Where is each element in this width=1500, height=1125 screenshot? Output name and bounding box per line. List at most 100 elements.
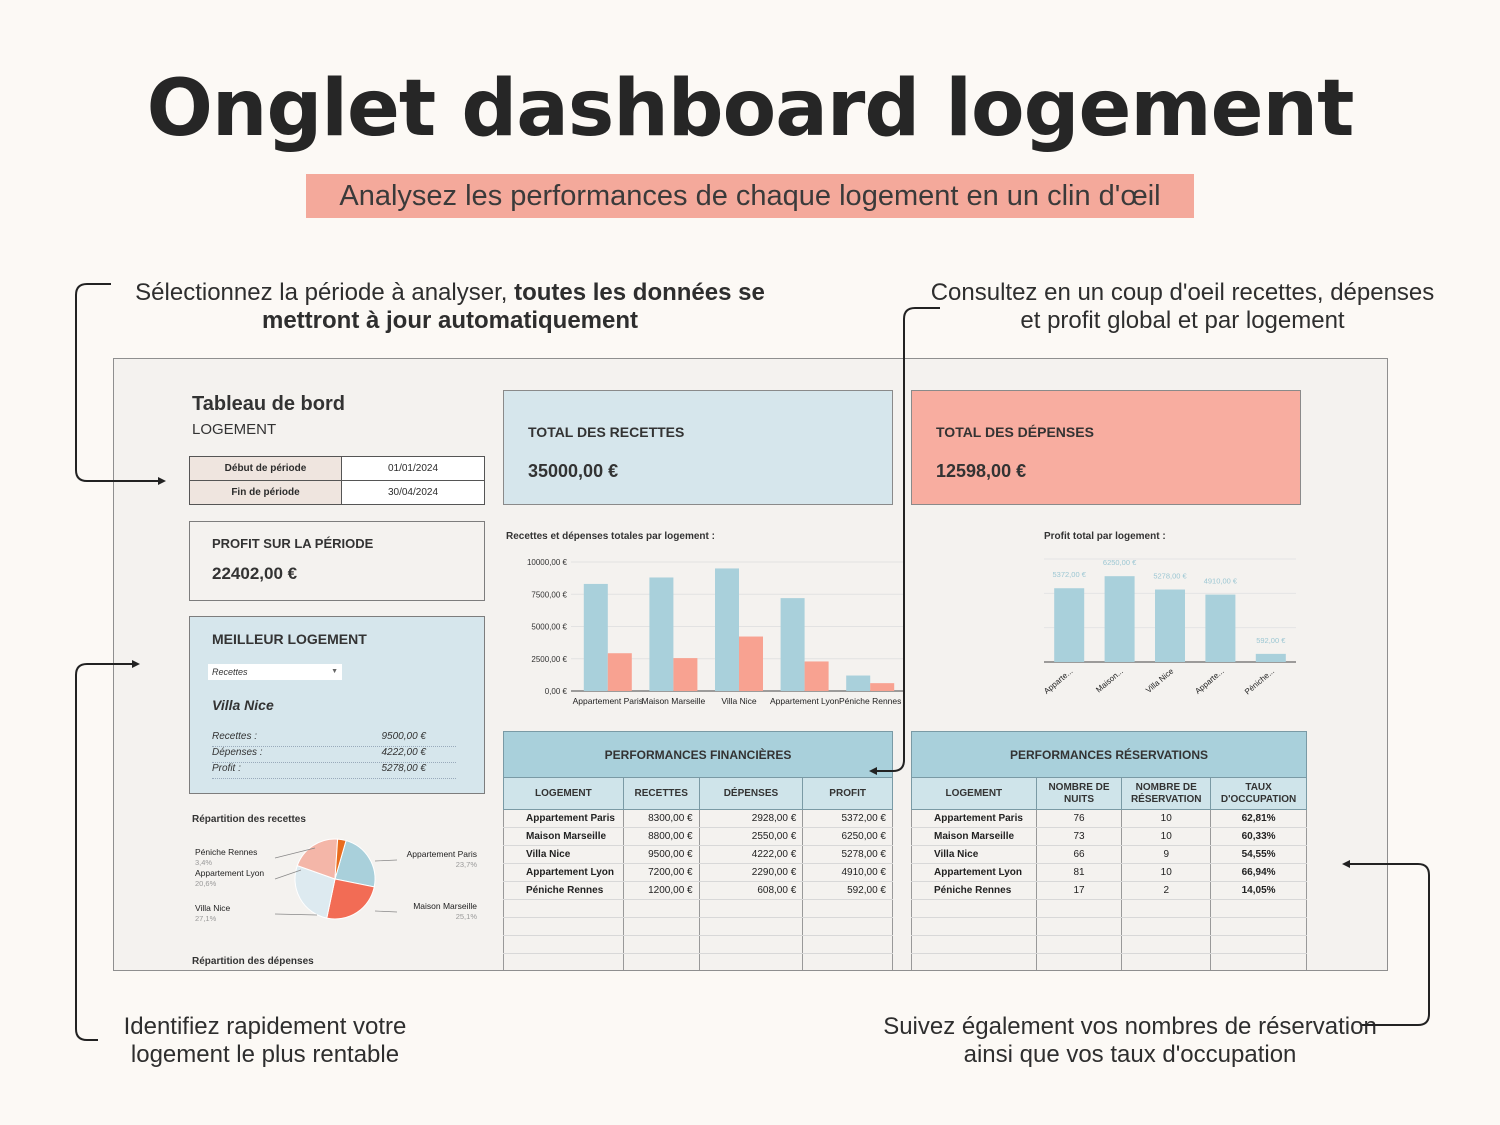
pie-percent-label: 25,1%	[456, 912, 478, 921]
table-cell: Villa Nice	[911, 845, 1037, 864]
table-cell: Appartement Lyon	[911, 863, 1037, 882]
table-cell: 2290,00 €	[698, 863, 804, 882]
bar-recettes	[649, 577, 674, 691]
column-header: NOMBRE DE RÉSERVATION	[1121, 777, 1212, 810]
bar-recettes	[583, 583, 608, 691]
table-cell	[698, 953, 804, 970]
table-cell	[1210, 953, 1307, 970]
pie-label: Appartement Lyon	[195, 868, 264, 878]
total-depenses-card: TOTAL DES DÉPENSES 12598,00 €	[911, 390, 1301, 505]
y-tick-label: 10000,00 €	[527, 558, 568, 567]
table-cell	[802, 935, 893, 954]
table-cell	[1121, 935, 1212, 954]
table-cell: 7200,00 €	[622, 863, 700, 882]
best-row-profit: Profit : 5278,00 €	[212, 763, 456, 779]
table-cell: 2928,00 €	[698, 809, 804, 828]
pie-leader-line	[274, 847, 316, 859]
pie-chart-title: Répartition des recettes	[192, 814, 306, 825]
table-cell: 4222,00 €	[698, 845, 804, 864]
bar-depenses	[607, 653, 632, 691]
bar-recettes	[780, 598, 805, 691]
table-cell: 81	[1035, 863, 1123, 882]
table-row	[503, 899, 893, 918]
table-row: Villa Nice 9500,00 €4222,00 €5278,00 €	[503, 845, 893, 864]
profit-chart-title: Profit total par logement :	[1044, 531, 1166, 542]
best-criteria-value: Recettes	[212, 667, 248, 677]
sheet-subtitle: LOGEMENT	[192, 421, 277, 438]
table-cell	[622, 917, 700, 936]
reservation-table: PERFORMANCES RÉSERVATIONS LOGEMENT NOMBR…	[911, 731, 1307, 970]
table-row	[911, 935, 1307, 954]
depenses-chart-title: Répartition des dépenses	[192, 956, 314, 967]
period-start-input[interactable]: 01/01/2024	[341, 456, 485, 481]
table-cell	[802, 953, 893, 970]
table-cell: 1200,00 €	[622, 881, 700, 900]
table-cell: 62,81%	[1210, 809, 1307, 828]
column-header: TAUX D'OCCUPATION	[1210, 777, 1307, 810]
table-cell: 76	[1035, 809, 1123, 828]
financial-table: PERFORMANCES FINANCIÈRES LOGEMENT RECETT…	[503, 731, 893, 970]
table-cell	[911, 917, 1037, 936]
pie-leader-line	[374, 859, 398, 862]
best-row-label: Profit :	[212, 763, 241, 774]
x-tick-label: Maison Marseille	[642, 696, 706, 706]
y-tick-label: 5000,00 €	[531, 623, 567, 632]
pie-percent-label: 20,6%	[195, 879, 217, 888]
pie-slice	[296, 838, 339, 880]
pie-percent-label: 23,7%	[456, 860, 478, 869]
table-cell: 8300,00 €	[622, 809, 700, 828]
bar-recettes	[715, 568, 739, 691]
data-label: 5372,00 €	[1053, 570, 1087, 579]
column-header: RECETTES	[622, 777, 700, 810]
table-row	[911, 899, 1307, 918]
table-cell: 10	[1121, 809, 1212, 828]
bar-profit	[1104, 576, 1135, 662]
best-housing-label: MEILLEUR LOGEMENT	[212, 631, 367, 647]
best-row-value: 9500,00 €	[381, 731, 427, 742]
x-tick-label: Maison...	[1094, 667, 1125, 695]
table-cell: 73	[1035, 827, 1123, 846]
table-row: Appartement Lyon 7200,00 €2290,00 €4910,0…	[503, 863, 893, 882]
note-period-bold: toutes les données se mettront à jour au…	[261, 279, 765, 334]
recettes-depenses-chart: 0,00 € 2500,00 € 5000,00 € 7500,00 € 10000,0…	[527, 558, 903, 706]
pie-slice	[326, 878, 375, 920]
table-cell: 10	[1121, 827, 1212, 846]
table-row: Appartement Paris 8300,00 €2928,00 €5372,…	[503, 809, 893, 828]
bar-profit	[1255, 653, 1286, 662]
best-criteria-dropdown[interactable]: Recettes ▼	[208, 664, 342, 680]
y-tick-label: 2500,00 €	[531, 655, 567, 664]
total-depenses-label: TOTAL DES DÉPENSES	[936, 424, 1094, 440]
data-label: 592,00 €	[1256, 636, 1286, 645]
pie-slice	[334, 839, 376, 888]
table-cell: Villa Nice	[503, 845, 624, 864]
table-cell	[1035, 953, 1123, 970]
table-cell	[698, 899, 804, 918]
pie-leader-line	[274, 869, 302, 880]
table-cell	[1210, 935, 1307, 954]
pie-percent-label: 3,4%	[195, 858, 212, 867]
y-tick-label: 7500,00 €	[531, 590, 567, 599]
pie-slice	[294, 864, 336, 919]
table-cell: 5278,00 €	[802, 845, 893, 864]
table-cell: 14,05%	[1210, 881, 1307, 900]
table-row: Appartement Lyon 81 10 66,94%	[911, 863, 1307, 882]
pie-label: Maison Marseille	[413, 901, 477, 911]
table-cell: 54,55%	[1210, 845, 1307, 864]
chevron-down-icon: ▼	[331, 668, 338, 675]
table-row: Villa Nice 66 9 54,55%	[911, 845, 1307, 864]
table-cell	[911, 935, 1037, 954]
profit-label: PROFIT SUR LA PÉRIODE	[212, 536, 374, 551]
best-row-label: Dépenses :	[212, 747, 263, 758]
page-title: Onglet dashboard logement	[146, 64, 1355, 154]
period-end-input[interactable]: 30/04/2024	[341, 480, 485, 505]
bar-profit	[1054, 588, 1085, 662]
table-cell	[503, 953, 624, 970]
table-row	[503, 917, 893, 936]
x-tick-label: Péniche...	[1243, 667, 1276, 697]
table-cell	[622, 953, 700, 970]
x-tick-label: Villa Nice	[1144, 666, 1176, 695]
best-housing-name: Villa Nice	[212, 697, 274, 713]
table-cell: 592,00 €	[802, 881, 893, 900]
period-start-label: Début de période	[189, 456, 342, 481]
